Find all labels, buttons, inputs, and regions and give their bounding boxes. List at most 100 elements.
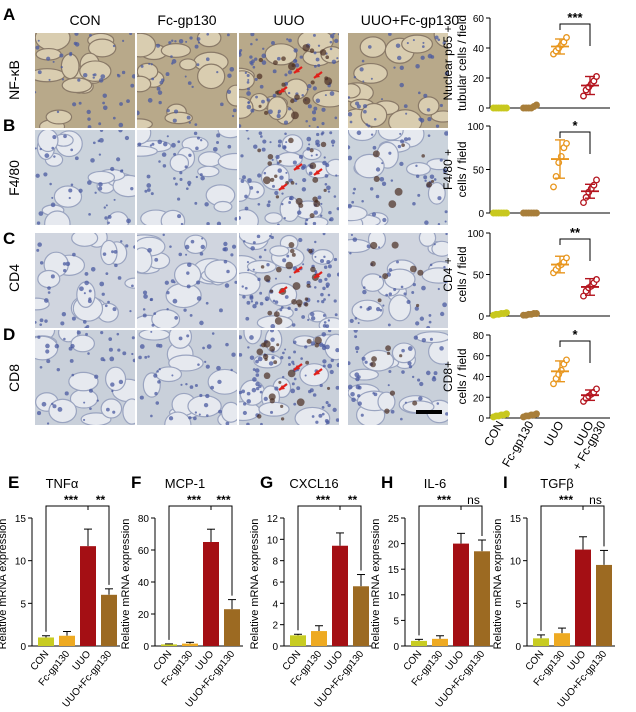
significance-label: ***: [216, 493, 230, 507]
data-point: [580, 199, 587, 207]
chart-title: TGFβ: [540, 476, 573, 491]
micrograph-a-4: [348, 33, 448, 128]
y-tick-label: 15: [388, 565, 400, 576]
significance-label: ***: [567, 10, 583, 25]
significance-label: ***: [559, 493, 573, 507]
scatter-panel-c: 0 50 100 CD4 + cells / field **: [441, 225, 610, 323]
y-axis-label: Relative mRNA expression: [492, 519, 504, 650]
y-tick-label: 0: [20, 642, 26, 653]
significance-label: ***: [437, 493, 451, 507]
y-tick-label: 60: [473, 14, 485, 25]
x-tick-label: CON: [481, 419, 506, 449]
significance-label: *: [572, 327, 578, 342]
micrograph-c-1: [35, 233, 135, 328]
y-tick-label: 80: [473, 331, 485, 342]
significance-label: **: [96, 493, 106, 507]
data-point: [550, 380, 557, 388]
data-point: [580, 92, 587, 100]
y-axis-label: Relative mRNA expression: [120, 519, 132, 650]
micrograph-b-2: [137, 130, 237, 225]
micrograph-d-4: [348, 330, 448, 425]
bar: [453, 543, 469, 646]
y-tick-label: 6: [272, 578, 278, 589]
y-tick-label: 0: [393, 642, 399, 653]
y-tick-label: 20: [388, 540, 400, 551]
bar: [290, 635, 306, 646]
significance-bracket: [559, 340, 591, 363]
bar: [411, 640, 427, 646]
scatter-panel-b: 0 50 100 F4/80 + cells / field *: [441, 118, 610, 220]
y-tick-label: 0: [272, 642, 278, 653]
significance-label: ns: [589, 493, 602, 507]
bar: [474, 551, 490, 646]
data-point: [563, 139, 570, 147]
micrograph-d-3: [239, 330, 339, 425]
significance-label: **: [570, 225, 581, 240]
significance-label: **: [348, 493, 358, 507]
y-tick-label: 60: [138, 546, 150, 557]
data-point: [593, 385, 600, 393]
x-tick-label: UUO: [541, 419, 566, 449]
bar: [432, 638, 448, 646]
y-tick-label: 50: [473, 271, 485, 282]
micrograph-c-4: [348, 233, 448, 328]
panel-letter: G: [260, 473, 273, 492]
bar: [533, 638, 549, 646]
y-tick-label: 100: [467, 122, 484, 133]
y-axis-label: cells / field: [455, 348, 469, 404]
significance-label: ***: [64, 493, 78, 507]
chart-title: IL-6: [424, 476, 446, 491]
y-tick-label: 10: [510, 557, 522, 568]
y-axis-label: F4/80 +: [441, 149, 455, 190]
y-axis-label: CD8+: [441, 361, 455, 392]
y-tick-label: 40: [473, 44, 485, 55]
panel-letter-d: D: [3, 325, 16, 344]
y-tick-label: 50: [473, 166, 485, 177]
micrograph-b-1: [35, 130, 135, 225]
panel-letter-c: C: [3, 229, 16, 248]
significance-bracket: [559, 23, 591, 46]
row-label-nfkb: NF-κB: [6, 60, 22, 100]
y-tick-label: 0: [478, 312, 484, 323]
y-tick-label: 12: [267, 514, 279, 525]
micrograph-c-2: [137, 233, 237, 328]
y-tick-label: 2: [272, 621, 278, 632]
bar: [203, 542, 219, 646]
data-point: [563, 254, 570, 262]
panel-letter: E: [8, 473, 19, 492]
y-axis-label: Relative mRNA expression: [0, 519, 9, 650]
panel-letter: I: [503, 473, 508, 492]
bar: [161, 644, 177, 646]
y-tick-label: 0: [515, 642, 521, 653]
col-header-fc-gp130: Fc-gp130: [157, 12, 217, 28]
y-tick-label: 0: [478, 209, 484, 220]
bar-panel-f: F MCP-1 0 20 40 60 80 Relative mRNA expression *…: [120, 473, 243, 710]
bar: [332, 545, 348, 646]
y-tick-label: 25: [388, 514, 400, 525]
y-axis-label: Relative mRNA expression: [249, 519, 261, 650]
row-label-cd4: CD4: [6, 264, 22, 293]
scatter-panel-a: 0 20 40 60 Nuclear p65 + tubular cells / fiel…: [441, 10, 610, 115]
y-axis-label: CD4 +: [441, 257, 455, 291]
significance-label: ns: [467, 493, 480, 507]
y-tick-label: 10: [267, 535, 279, 546]
col-header-uuo: UUO: [273, 12, 305, 28]
y-tick-label: 40: [138, 578, 150, 589]
bar: [596, 564, 612, 646]
y-tick-label: 10: [15, 557, 27, 568]
y-axis-label: cells / field: [455, 246, 469, 302]
micrograph-b-3: [239, 130, 339, 225]
significance-bracket: [460, 505, 483, 537]
micrograph-d-1: [35, 330, 135, 425]
chart-title: CXCL16: [289, 476, 338, 491]
bar: [101, 594, 117, 646]
y-tick-label: 0: [143, 642, 149, 653]
significance-bracket: [559, 238, 591, 261]
bar: [575, 549, 591, 646]
micrograph-a-2: [137, 33, 237, 128]
significance-bracket: [582, 505, 605, 547]
y-axis-label: cells / field: [455, 141, 469, 197]
significance-bracket: [339, 505, 362, 571]
micrograph-d-2: [137, 330, 237, 425]
